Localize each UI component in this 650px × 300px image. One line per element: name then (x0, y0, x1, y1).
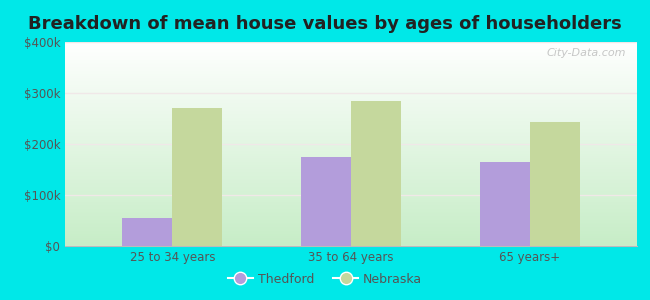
Bar (530, 122, 580, 246)
Bar (122, 218, 172, 246)
Text: City-Data.com: City-Data.com (546, 48, 625, 58)
Bar (172, 108, 222, 246)
Legend: Thedford, Nebraska: Thedford, Nebraska (223, 268, 427, 291)
Bar (301, 157, 351, 246)
Bar (480, 162, 530, 246)
Text: Breakdown of mean house values by ages of householders: Breakdown of mean house values by ages o… (28, 15, 622, 33)
Bar (351, 100, 401, 246)
